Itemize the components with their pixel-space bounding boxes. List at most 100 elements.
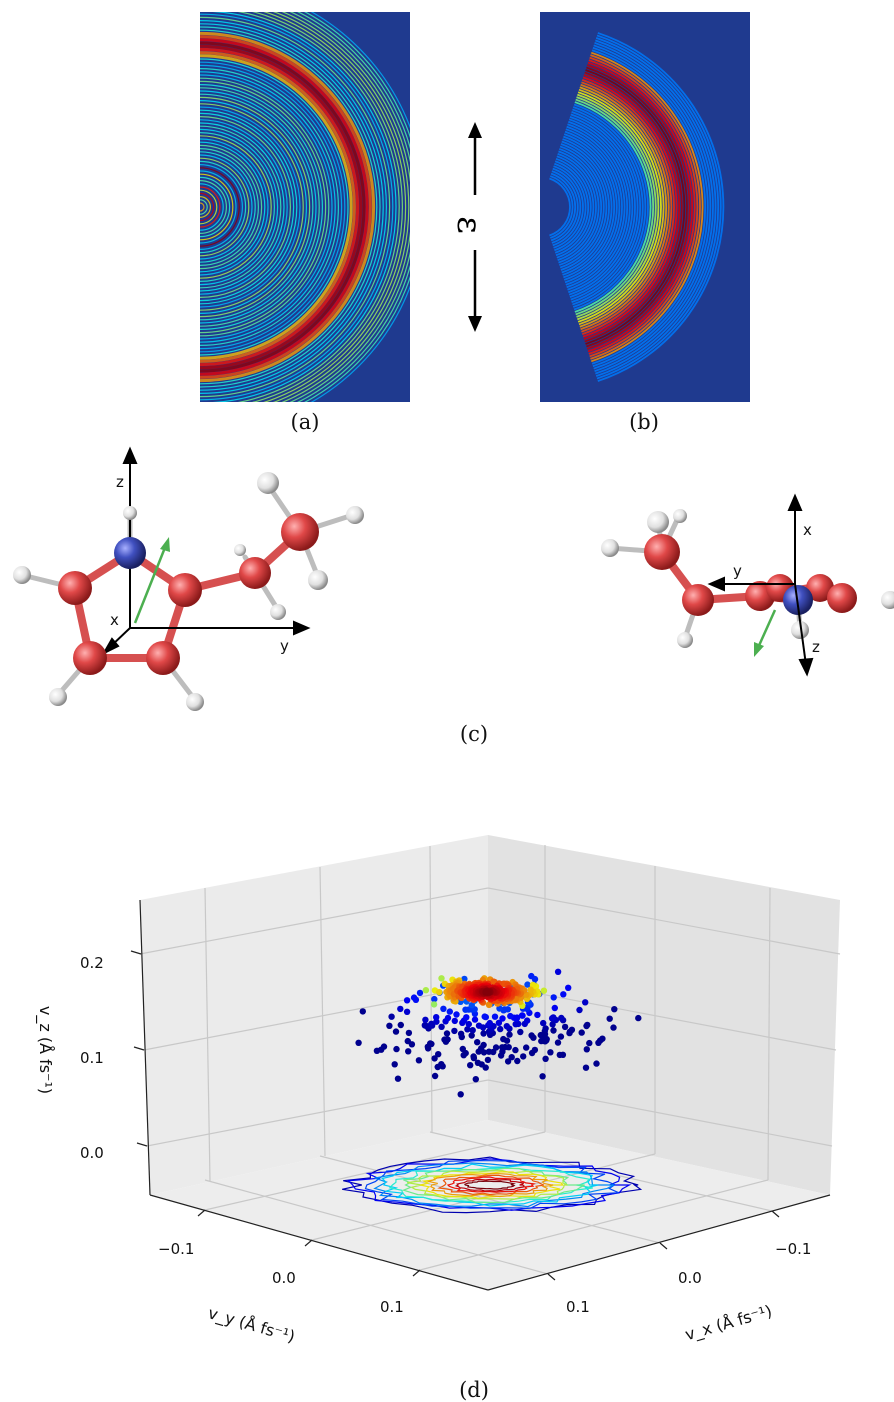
x-tick-0.0: 0.0 <box>678 1269 702 1287</box>
scatter-point <box>438 975 445 982</box>
scatter-point <box>593 1060 600 1067</box>
scatter-point <box>506 1031 513 1038</box>
scatter-point <box>520 1053 527 1060</box>
scatter-point <box>528 1049 536 1057</box>
scatter-point <box>550 1027 557 1034</box>
scatter-point <box>422 1016 429 1023</box>
scatter-point <box>635 1014 642 1022</box>
scatter-point <box>416 989 424 997</box>
scatter-point <box>410 994 418 1001</box>
x-axis-label: v_x (Å fs⁻¹) <box>683 1301 774 1345</box>
scatter-point <box>472 1076 479 1083</box>
z-tick-0.2: 0.2 <box>80 954 104 972</box>
scatter-point <box>480 1041 487 1049</box>
scatter-point <box>584 1021 591 1029</box>
scatter-point <box>499 1044 506 1051</box>
contour-line <box>446 1176 537 1193</box>
scatter-point <box>497 1052 505 1059</box>
scatter-point <box>557 1033 565 1040</box>
scatter-point <box>405 1048 412 1055</box>
y-axis-label: v_y (Å fs⁻¹) <box>206 1303 297 1347</box>
scatter-point <box>508 1054 515 1061</box>
y-tick-neg0.1: −0.1 <box>158 1240 194 1258</box>
contour-line <box>388 1167 593 1204</box>
scatter-point <box>457 1030 465 1037</box>
scatter-point <box>355 1039 362 1046</box>
scatter-point <box>507 1012 514 1020</box>
scatter-point <box>596 1037 604 1044</box>
scatter3d-chart: 0.2 0.1 0.0 −0.1 0.0 0.1 −0.1 0.0 0.1 v_… <box>35 835 841 1347</box>
contour-line <box>347 1158 632 1211</box>
axis-z-label-right: z <box>812 638 820 656</box>
contour-line <box>364 1160 619 1209</box>
scatter-point <box>431 1055 438 1062</box>
caption-a: (a) <box>290 410 320 434</box>
scatter-point <box>415 1057 423 1064</box>
scatter-point <box>461 975 468 983</box>
scatter-point <box>551 1004 558 1012</box>
scatter-point <box>556 1051 563 1059</box>
scatter-point <box>428 1020 435 1027</box>
axis-x-label: x <box>110 611 119 629</box>
scatter-point <box>386 1022 393 1029</box>
scatter-point <box>503 1023 510 1030</box>
molecule-left: z y x <box>13 446 364 711</box>
contour-line <box>401 1167 585 1204</box>
scatter-point <box>468 1032 475 1039</box>
scatter-point <box>550 1014 557 1021</box>
scatter-point <box>568 1026 576 1033</box>
axis-y-label: y <box>280 637 289 655</box>
y-tick-0.0: 0.0 <box>272 1269 296 1287</box>
scatter-point <box>397 1005 404 1013</box>
caption-c: (c) <box>459 722 489 746</box>
scatter-point <box>405 1029 413 1037</box>
scatter-point <box>504 1058 512 1065</box>
contour-line <box>381 1163 599 1207</box>
scatter-point <box>523 1044 530 1051</box>
scatter-point <box>470 1053 477 1060</box>
scatter-point <box>540 987 548 994</box>
scatter-point <box>403 1008 411 1015</box>
scatter-point <box>610 1024 617 1031</box>
scatter-point <box>529 981 537 989</box>
scatter-point <box>484 1056 492 1064</box>
scatter-point <box>560 991 567 998</box>
scatter-point <box>431 995 438 1003</box>
scatter-point <box>392 1028 400 1035</box>
scatter-point <box>606 1015 613 1022</box>
scatter-point <box>512 1046 519 1054</box>
scatter-point <box>388 1013 395 1020</box>
scatter-point <box>517 1028 524 1036</box>
scatter-point <box>486 1001 493 1008</box>
scatter-point <box>430 1001 438 1008</box>
panel-a-image <box>200 12 410 402</box>
scatter-point <box>451 1027 458 1035</box>
scatter-point <box>482 989 489 996</box>
scatter-point <box>582 999 589 1006</box>
scatter-point <box>436 989 443 996</box>
scatter-point <box>441 1036 448 1043</box>
scatter-point <box>433 1014 440 1021</box>
scatter-point <box>565 984 572 991</box>
y-tick-0.1: 0.1 <box>380 1298 404 1316</box>
scatter-point <box>583 1046 590 1053</box>
contour-line <box>437 1174 545 1196</box>
scatter-point <box>440 1005 447 1012</box>
scatter-point <box>505 1044 512 1051</box>
scatter-point <box>503 1037 511 1044</box>
scatter-point <box>524 1017 531 1024</box>
scatter-point <box>428 1040 435 1048</box>
scatter-point <box>475 1022 483 1029</box>
scatter-point <box>397 1021 404 1029</box>
scatter-point <box>451 1017 458 1025</box>
scatter-point <box>524 981 531 988</box>
scatter-point <box>549 1021 556 1028</box>
scatter-point <box>471 1016 479 1023</box>
z-tick-0.1: 0.1 <box>80 1049 104 1067</box>
molecule-right: x y z <box>601 493 894 677</box>
panel-b-image <box>540 12 750 402</box>
scatter-point <box>444 1014 452 1022</box>
scatter-point <box>431 1072 439 1080</box>
scatter-point <box>491 1013 499 1020</box>
scatter-point <box>586 1039 593 1047</box>
